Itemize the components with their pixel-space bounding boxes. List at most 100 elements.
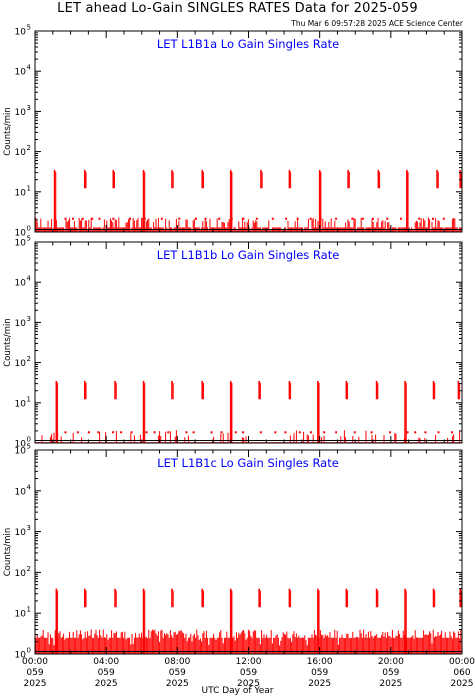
data-point <box>424 431 427 434</box>
y-axis-label: Counts/min <box>3 528 13 577</box>
data-point <box>242 431 245 434</box>
y-tick-exponent: 5 <box>27 235 31 243</box>
y-tick-exponent: 2 <box>27 144 31 152</box>
data-point <box>204 217 207 220</box>
y-tick-label: 10 <box>15 447 27 457</box>
data-point <box>167 431 170 434</box>
x-tick-label: 2025 <box>451 679 474 689</box>
x-tick-label: 20:00 <box>378 657 404 667</box>
x-tick-label: 2025 <box>379 679 402 689</box>
data-point <box>309 431 312 434</box>
data-point <box>371 217 374 220</box>
y-tick-label: 10 <box>15 229 27 239</box>
data-point <box>309 217 312 220</box>
plot-frame <box>34 241 463 444</box>
y-tick-exponent: 5 <box>27 443 31 451</box>
x-tick-label: 16:00 <box>307 657 333 667</box>
data-point <box>259 431 262 434</box>
y-tick-label: 10 <box>15 319 27 329</box>
y-tick-exponent: 3 <box>27 104 31 112</box>
x-tick-label: 059 <box>169 668 186 678</box>
data-point <box>81 217 84 220</box>
data-point <box>323 431 326 434</box>
data-point <box>178 217 181 220</box>
data-point <box>285 217 288 220</box>
y-tick-exponent: 1 <box>27 606 31 614</box>
y-tick-label: 10 <box>15 148 27 158</box>
y-tick-exponent: 5 <box>27 24 31 32</box>
data-point <box>353 431 356 434</box>
x-tick-label: 2025 <box>24 679 47 689</box>
x-tick-label: 2025 <box>166 679 189 689</box>
data-point <box>386 217 389 220</box>
y-tick-label: 10 <box>15 651 27 661</box>
data-point <box>242 217 245 220</box>
y-tick-exponent: 1 <box>27 395 31 403</box>
data-point <box>76 431 79 434</box>
data-point <box>195 217 198 220</box>
data-point <box>255 217 258 220</box>
data-point <box>450 431 453 434</box>
x-tick-label: 059 <box>98 668 115 678</box>
data-point <box>271 217 274 220</box>
data-series-2 <box>35 380 462 443</box>
data-point <box>406 431 409 434</box>
y-tick-exponent: 2 <box>27 355 31 363</box>
data-point <box>418 217 421 220</box>
data-point <box>64 431 67 434</box>
data-point <box>87 431 90 434</box>
x-tick-label: 00:00 <box>22 657 48 667</box>
data-point <box>414 431 417 434</box>
y-tick-label: 10 <box>15 440 27 450</box>
y-tick-exponent: 3 <box>27 524 31 532</box>
y-tick-exponent: 4 <box>27 483 32 491</box>
x-tick-label: 059 <box>26 668 43 678</box>
data-point <box>185 431 188 434</box>
data-point <box>442 217 445 220</box>
x-tick-label: 060 <box>453 668 470 678</box>
data-point <box>274 431 277 434</box>
x-tick-label: 2025 <box>308 679 331 689</box>
data-point <box>230 217 233 220</box>
data-point <box>112 217 115 220</box>
panel-title: LET L1B1b Lo Gain Singles Rate <box>157 248 340 262</box>
data-point <box>153 431 156 434</box>
data-point <box>64 217 67 220</box>
data-point <box>335 217 338 220</box>
data-point <box>130 431 133 434</box>
data-point <box>97 431 100 434</box>
y-tick-label: 10 <box>15 528 27 538</box>
y-tick-label: 10 <box>15 188 27 198</box>
x-tick-label: 2025 <box>95 679 118 689</box>
data-point <box>210 431 213 434</box>
data-point <box>296 217 299 220</box>
data-point <box>143 217 146 220</box>
y-tick-label: 10 <box>15 239 27 249</box>
y-tick-label: 10 <box>15 399 27 409</box>
data-point <box>91 217 94 220</box>
data-point <box>298 431 301 434</box>
plot-frame <box>34 449 463 655</box>
data-point <box>389 431 392 434</box>
data-point <box>145 431 148 434</box>
y-axis-label: Counts/min <box>3 318 13 367</box>
x-tick-label: 00:00 <box>449 657 475 667</box>
x-axis-label: UTC Day of Year <box>201 686 274 696</box>
panel-title: LET L1B1a Lo Gain Singles Rate <box>157 37 339 51</box>
data-point <box>351 217 354 220</box>
page-title: LET ahead Lo-Gain SINGLES RATES Data for… <box>57 1 418 16</box>
x-tick-label: 059 <box>240 668 257 678</box>
x-tick-label: 059 <box>311 668 328 678</box>
y-tick-label: 10 <box>15 359 27 369</box>
data-series-3 <box>35 588 462 654</box>
data-point <box>160 217 163 220</box>
y-tick-exponent: 0 <box>27 647 31 655</box>
y-tick-exponent: 3 <box>27 315 31 323</box>
data-point <box>72 217 75 220</box>
data-point <box>192 431 195 434</box>
y-tick-exponent: 2 <box>27 565 31 573</box>
x-tick-label: 04:00 <box>93 657 119 667</box>
y-tick-label: 10 <box>15 279 27 289</box>
